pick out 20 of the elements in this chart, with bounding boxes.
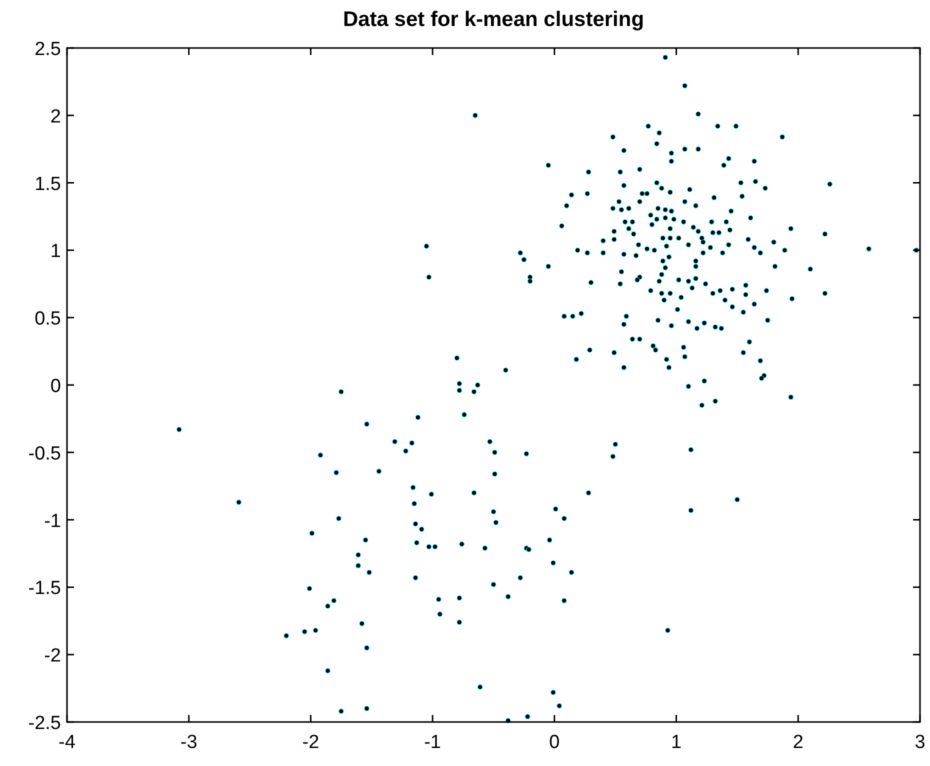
x-tick-label: 0	[549, 732, 560, 753]
y-tick-label: 1.5	[34, 174, 61, 195]
y-tick-label: -2.5	[28, 713, 61, 734]
x-tick-label: -3	[180, 732, 198, 753]
chart-title: Data set for k-mean clustering	[342, 8, 644, 31]
y-tick-label: 2.5	[34, 39, 61, 60]
x-tick-label: -1	[424, 732, 442, 753]
y-tick-label: -1	[44, 510, 61, 532]
x-tick-label: 2	[792, 732, 804, 753]
y-tick-label: 2	[50, 106, 61, 128]
y-tick-label: -2	[44, 646, 61, 667]
x-tick-label: -4	[58, 732, 76, 753]
x-tick-label: 3	[914, 732, 926, 753]
y-tick-label: 1	[50, 241, 61, 262]
y-tick-label: 0	[50, 376, 61, 397]
x-tick-label: -2	[302, 732, 320, 753]
y-tick-label: 0.5	[34, 308, 61, 330]
y-tick-label: -1.5	[28, 578, 61, 600]
x-tick-label: 1	[670, 732, 682, 753]
y-tick-label: -0.5	[28, 443, 61, 464]
